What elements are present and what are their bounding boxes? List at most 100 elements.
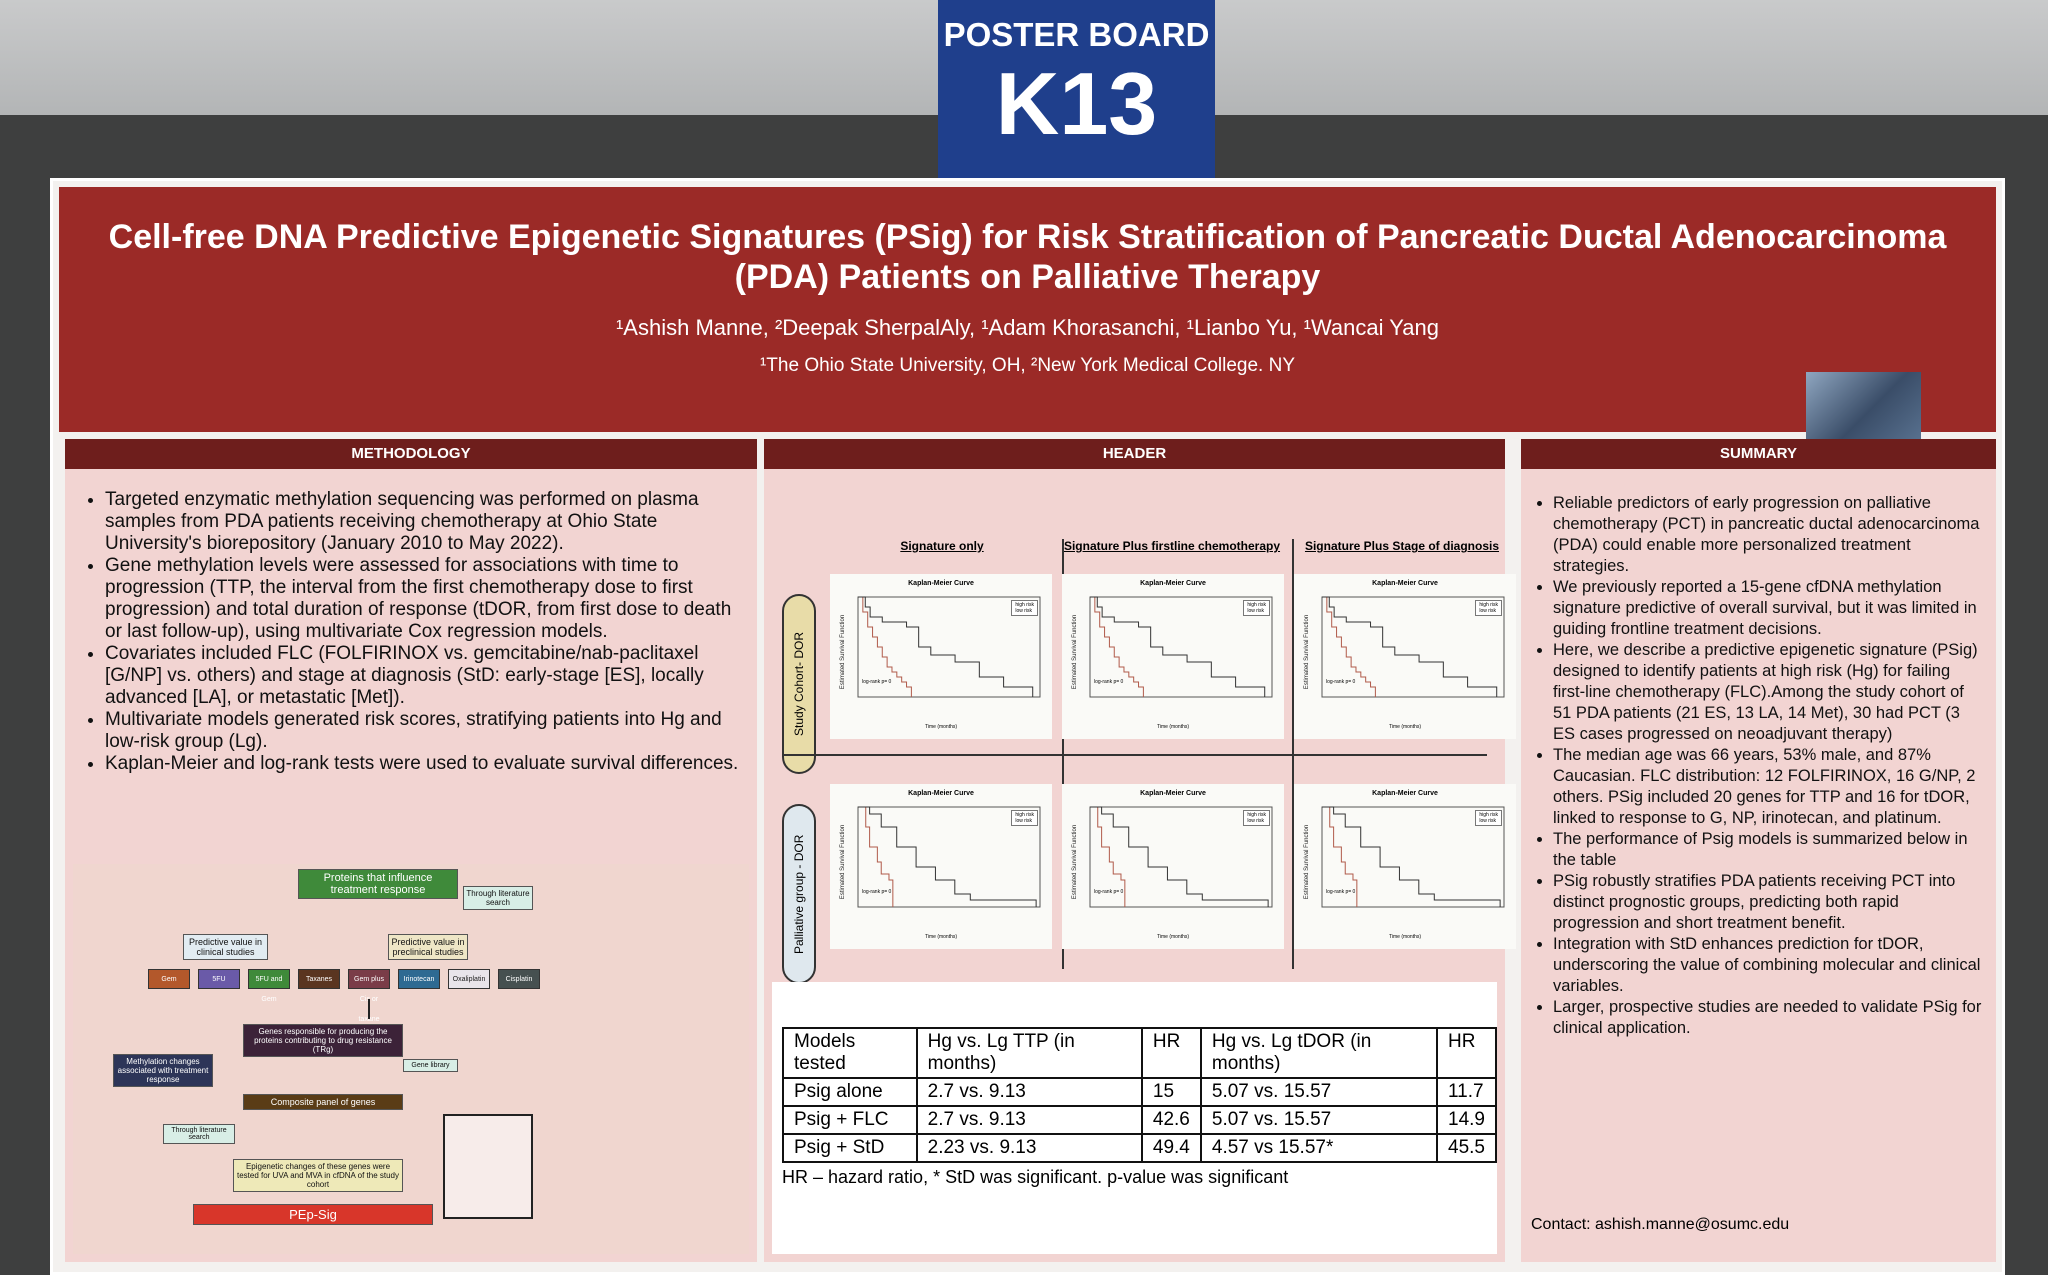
summary-bullet: Integration with StD enhances prediction…	[1553, 934, 1984, 997]
drug-box: Irinotecan	[398, 969, 440, 989]
results-table-box: Models tested Hg vs. Lg TTP (in months) HR…	[772, 982, 1497, 1254]
high-risk-curve	[1322, 806, 1358, 907]
drug-box: Gem plus Cis or taxane	[348, 969, 390, 1023]
km-svg	[1321, 596, 1505, 698]
log-rank-p: log-rank p= 0	[1326, 889, 1356, 895]
plot-legend: high risk low risk	[1475, 600, 1502, 616]
summary-bullet: Here, we describe a predictive epigeneti…	[1553, 640, 1984, 745]
drug-box: Gem	[148, 969, 190, 989]
table-header: HR	[1436, 1027, 1497, 1079]
affiliations: ¹The Ohio State University, OH, ²New Yor…	[759, 355, 1295, 376]
table-header: Hg vs. Lg TTP (in months)	[915, 1027, 1143, 1079]
x-axis-label: Time (months)	[925, 724, 958, 730]
legend-entry: high risk	[1015, 812, 1034, 818]
summary-bullet: The performance of Psig models is summar…	[1553, 829, 1984, 871]
km-svg	[857, 596, 1041, 698]
flow-literature-1: Through literature search	[463, 886, 533, 910]
drug-box: Taxanes	[298, 969, 340, 989]
board-number: K13	[995, 54, 1158, 153]
high-risk-curve	[1090, 596, 1144, 697]
x-axis-label: Time (months)	[1157, 934, 1190, 940]
table-cell: 5.07 vs. 15.57	[1199, 1077, 1439, 1107]
table-cell: Psig alone	[782, 1077, 918, 1107]
flow-literature-2: Through literature search	[163, 1124, 235, 1144]
header-section: HEADER Signature only Signature Plus firs…	[764, 439, 1516, 1262]
poster-board-sign: POSTER BOARD K13	[938, 0, 1215, 183]
drug-box: Cisplatin	[498, 969, 540, 989]
results-table: Models tested Hg vs. Lg TTP (in months) HR…	[782, 1027, 1497, 1163]
table-cell: 45.5	[1436, 1133, 1497, 1163]
y-axis-label: Estimated Survival Function	[1304, 614, 1310, 690]
summary-bullet: The median age was 66 years, 53% male, a…	[1553, 745, 1984, 829]
methodology-section: METHODOLOGY Targeted enzymatic methylati…	[65, 439, 757, 1262]
log-rank-p: log-rank p= 0	[1326, 679, 1356, 685]
legend-entry: low risk	[1479, 608, 1497, 614]
legend-entry: low risk	[1015, 818, 1033, 824]
table-cell: 11.7	[1436, 1077, 1497, 1107]
flow-composite: Composite panel of genes	[243, 1094, 403, 1110]
y-axis-label: Estimated Survival Function	[1304, 824, 1310, 900]
plot-title: Kaplan-Meier Curve	[1372, 790, 1438, 797]
plot-column-title: Signature Plus firstline chemotherapy	[1063, 539, 1281, 553]
summary-bullet: Reliable predictors of early progression…	[1553, 493, 1984, 577]
table-cell: 2.23 vs. 9.13	[915, 1133, 1143, 1163]
x-axis-label: Time (months)	[1389, 934, 1422, 940]
flow-genes: Genes responsible for producing the prot…	[243, 1024, 403, 1057]
x-axis-label: Time (months)	[1157, 724, 1190, 730]
summary-section: SUMMARY Reliable predictors of early pro…	[1521, 439, 1996, 1262]
table-row: Psig + FLC 2.7 vs. 9.13 42.6 5.07 vs. 15.57…	[782, 1105, 1497, 1135]
flowchart: Proteins that influence treatment respon…	[73, 864, 749, 1254]
table-row: Psig alone 2.7 vs. 9.13 15 5.07 vs. 15.57 11…	[782, 1077, 1497, 1107]
plot-legend: high risk low risk	[1011, 600, 1038, 616]
table-header: Hg vs. Lg tDOR (in months)	[1199, 1027, 1439, 1079]
km-plot: Kaplan-Meier Curve Estimated Survival Fun…	[830, 574, 1052, 739]
plot-column-title: Signature only	[900, 539, 984, 553]
y-axis-label: Estimated Survival Function	[1072, 824, 1078, 900]
table-cell: 14.9	[1436, 1105, 1497, 1135]
plot-title: Kaplan-Meier Curve	[1140, 790, 1206, 797]
plot-legend: high risk low risk	[1243, 810, 1270, 826]
km-plot: Kaplan-Meier Curve Estimated Survival Fun…	[1062, 574, 1284, 739]
x-axis-label: Time (months)	[925, 934, 958, 940]
km-plot: Kaplan-Meier Curve Estimated Survival Fun…	[1294, 784, 1516, 949]
table-cell: 4.57 vs 15.57*	[1199, 1133, 1439, 1163]
plot-legend: high risk low risk	[1243, 600, 1270, 616]
high-risk-curve	[1322, 596, 1376, 697]
legend-entry: high risk	[1247, 812, 1266, 818]
plot-frame	[1089, 806, 1273, 908]
y-axis-label: Estimated Survival Function	[840, 824, 846, 900]
plot-legend: high risk low risk	[1011, 810, 1038, 826]
dna-methylation-illustration	[443, 1114, 533, 1219]
flow-pepsig: PEp-Sig	[193, 1204, 433, 1225]
methodology-bullet: Gene methylation levels were assessed fo…	[105, 555, 742, 643]
flow-gene-library: Gene library	[403, 1059, 458, 1072]
summary-list: Reliable predictors of early progression…	[1521, 469, 1996, 1039]
plot-row-label: Study Cohort- DOR	[782, 594, 816, 774]
drug-box: 5FU and Gem	[248, 969, 290, 1003]
summary-bullet: Larger, prospective studies are needed t…	[1553, 997, 1984, 1039]
km-svg	[1089, 596, 1273, 698]
authors: ¹Ashish Manne, ²Deepak SherpalAly, ¹Adam…	[615, 315, 1439, 340]
log-rank-p: log-rank p= 0	[1094, 679, 1124, 685]
low-risk-curve	[1090, 806, 1269, 907]
table-header: HR	[1140, 1027, 1202, 1079]
contact: Contact: ashish.manne@osumc.edu	[1531, 1216, 1790, 1233]
flow-proteins: Proteins that influence treatment respon…	[298, 869, 458, 899]
km-svg	[857, 806, 1041, 908]
methodology-heading: METHODOLOGY	[65, 439, 757, 469]
flow-preclinical: Predictive value in preclinical studies	[388, 934, 468, 960]
table-cell: 15	[1140, 1077, 1202, 1107]
table-cell: Psig + FLC	[782, 1105, 918, 1135]
summary-bullet: We previously reported a 15-gene cfDNA m…	[1553, 577, 1984, 640]
legend-entry: high risk	[1247, 602, 1266, 608]
table-footnote: HR – hazard ratio, * StD was significant…	[782, 1167, 1289, 1187]
low-risk-curve	[1322, 806, 1501, 907]
y-axis-label: Estimated Survival Function	[840, 614, 846, 690]
legend-entry: low risk	[1479, 818, 1497, 824]
km-svg	[1321, 806, 1505, 908]
header-heading: HEADER	[764, 439, 1505, 469]
table-cell: Psig + StD	[782, 1133, 918, 1163]
x-axis-label: Time (months)	[1389, 724, 1422, 730]
legend-entry: low risk	[1247, 818, 1265, 824]
plot-frame	[1321, 806, 1505, 908]
